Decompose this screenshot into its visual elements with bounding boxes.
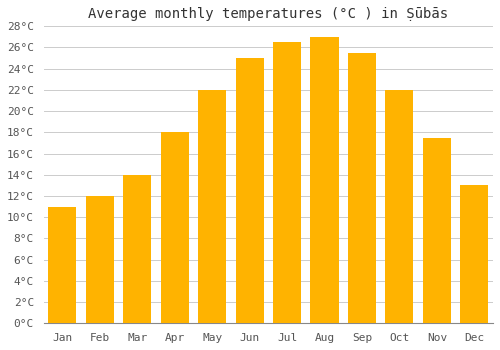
Title: Average monthly temperatures (°C ) in Ṣūbās: Average monthly temperatures (°C ) in Ṣū… [88, 7, 448, 21]
Bar [310, 37, 338, 323]
Bar [123, 175, 152, 323]
Bar [160, 132, 189, 323]
Bar [460, 186, 488, 323]
Bar [348, 53, 376, 323]
Bar [273, 42, 301, 323]
Bar [386, 90, 413, 323]
Bar [236, 58, 264, 323]
Bar [423, 138, 451, 323]
Bar [48, 206, 76, 323]
Bar [198, 90, 226, 323]
Bar [86, 196, 114, 323]
